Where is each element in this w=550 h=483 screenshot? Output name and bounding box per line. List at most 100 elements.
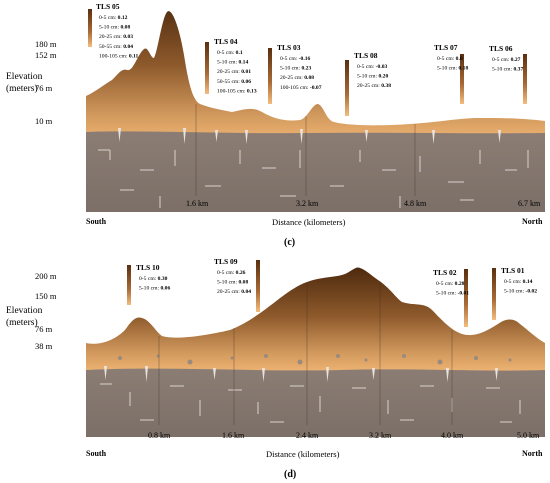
depth-value: 0.38 bbox=[381, 83, 391, 89]
site-title-tls02: TLS 02 bbox=[433, 268, 457, 277]
site-row-tls05: 5-10 cm: 0.08 bbox=[99, 25, 130, 31]
depth-label: 5-10 cm: bbox=[492, 67, 513, 73]
site-row-tls08: 20-25 cm: 0.38 bbox=[357, 83, 391, 89]
site-row-tls04: 20-25 cm: 0.01 bbox=[217, 69, 251, 75]
x-tick-2-c: 3.2 km bbox=[296, 199, 319, 208]
site-marker-tls03 bbox=[268, 48, 272, 104]
y-tick-150-d: 150 m bbox=[35, 291, 57, 301]
site-marker-tls01 bbox=[492, 268, 496, 320]
x-tick-4-d: 3.2 km bbox=[369, 431, 392, 440]
depth-label: 0-5 cm: bbox=[217, 50, 236, 56]
depth-label: 5-10 cm: bbox=[99, 25, 120, 31]
depth-label: 20-25 cm: bbox=[99, 34, 123, 40]
y-axis-label-line2-d: (meters) bbox=[6, 317, 38, 328]
site-row-tls08: 0-5 cm: -0.03 bbox=[357, 64, 388, 70]
grid-lines-c bbox=[195, 104, 416, 196]
x-tick-6-d: 5.0 km bbox=[517, 431, 540, 440]
depth-label: 5-10 cm: bbox=[217, 280, 238, 286]
rock-cracks-d bbox=[100, 383, 521, 423]
depth-value: -0.03 bbox=[376, 64, 388, 70]
north-label-d: North bbox=[522, 449, 543, 458]
depth-value: 0.26 bbox=[236, 270, 246, 276]
rock-cracks-c bbox=[98, 149, 529, 208]
depth-label: 20-25 cm: bbox=[217, 69, 241, 75]
depth-label: 5-10 cm: bbox=[437, 66, 458, 72]
depth-label: 0-5 cm: bbox=[437, 56, 456, 62]
depth-value: 0.20 bbox=[378, 74, 388, 80]
site-marker-tls06 bbox=[523, 54, 527, 104]
y-tick-200-d: 200 m bbox=[35, 271, 57, 281]
depth-value: -0.07 bbox=[310, 85, 322, 91]
site-title-tls10: TLS 10 bbox=[136, 263, 160, 272]
depth-label: 100-105 cm: bbox=[99, 53, 129, 59]
site-labels-d: TLS 10 0-5 cm: 0.30 5-10 cm: 0.06 TLS 09 0-5… bbox=[136, 257, 537, 297]
site-row-tls06: 0-5 cm: 0.27 bbox=[492, 57, 521, 63]
site-row-tls03: 100-105 cm: -0.07 bbox=[280, 85, 322, 91]
y-tick-76-d: 76 m bbox=[35, 324, 53, 334]
depth-label: 50-55 cm: bbox=[217, 79, 241, 85]
depth-value: 0.27 bbox=[511, 57, 521, 63]
depth-value: 0.12 bbox=[118, 15, 128, 21]
depth-value: 0.01 bbox=[241, 69, 251, 75]
site-row-tls03: 5-10 cm: 0.23 bbox=[280, 66, 311, 72]
depth-label: 5-10 cm: bbox=[217, 60, 238, 66]
depth-value: 0.1 bbox=[236, 50, 243, 56]
depth-value: -0.16 bbox=[299, 56, 311, 62]
caption-c: (c) bbox=[284, 237, 295, 248]
site-row-tls01: 5-10 cm: -0.02 bbox=[504, 289, 537, 295]
site-row-tls10: 0-5 cm: 0.30 bbox=[139, 276, 168, 282]
site-row-tls01: 0-5 cm: 0.14 bbox=[504, 279, 533, 285]
grid-lines-d bbox=[158, 282, 453, 425]
depth-label: 0-5 cm: bbox=[504, 279, 523, 285]
depth-label: 0-5 cm: bbox=[492, 57, 511, 63]
y-axis-label-line1-c: Elevation bbox=[6, 72, 43, 82]
depth-value: 0.13 bbox=[247, 88, 257, 94]
depth-value: 0.28 bbox=[455, 281, 465, 287]
soil-layer-c bbox=[86, 11, 545, 147]
caption-d: (d) bbox=[284, 469, 296, 480]
site-row-tls02: 5-10 cm: -0.01 bbox=[436, 291, 469, 297]
depth-label: 0-5 cm: bbox=[280, 56, 299, 62]
site-title-tls04: TLS 04 bbox=[214, 37, 238, 46]
depth-value: 0.04 bbox=[241, 289, 251, 295]
x-tick-5-d: 4.0 km bbox=[441, 431, 464, 440]
depth-label: 0-5 cm: bbox=[357, 64, 376, 70]
panel-d-text: Elevation (meters) 200 m 150 m 76 m 38 m… bbox=[6, 257, 543, 480]
soil-layer-d bbox=[86, 267, 545, 376]
depth-value: 0.23 bbox=[301, 66, 311, 72]
y-tick-10-c: 10 m bbox=[35, 116, 53, 126]
depth-value: 0.14 bbox=[238, 60, 248, 66]
site-row-tls02: 0-5 cm: 0.28 bbox=[436, 281, 465, 287]
depth-value: 0.18 bbox=[458, 66, 468, 72]
x-tick-4-c: 6.7 km bbox=[518, 199, 541, 208]
depth-value: 0.11 bbox=[129, 53, 139, 59]
site-title-tls05: TLS 05 bbox=[96, 2, 120, 11]
site-title-tls07: TLS 07 bbox=[434, 43, 458, 52]
site-row-tls04: 0-5 cm: 0.1 bbox=[217, 50, 243, 56]
site-row-tls10: 5-10 cm: 0.06 bbox=[139, 286, 170, 292]
y-tick-38-d: 38 m bbox=[35, 341, 53, 351]
depth-label: 20-25 cm: bbox=[280, 75, 304, 81]
rock-layer-c bbox=[86, 131, 545, 212]
site-row-tls07: 0-5 cm: 0.0 bbox=[437, 56, 463, 62]
site-title-tls06: TLS 06 bbox=[489, 44, 513, 53]
site-row-tls05: 50-55 cm: 0.04 bbox=[99, 44, 133, 50]
site-title-tls03: TLS 03 bbox=[277, 43, 301, 52]
site-row-tls03: 20-25 cm: 0.08 bbox=[280, 75, 314, 81]
x-tick-3-d: 2.4 km bbox=[296, 431, 319, 440]
depth-value: 0.03 bbox=[123, 34, 133, 40]
depth-value: 0.06 bbox=[241, 79, 251, 85]
depth-value: 0.06 bbox=[160, 286, 170, 292]
depth-value: 0.04 bbox=[123, 44, 133, 50]
north-label-c: North bbox=[522, 217, 543, 226]
y-tick-152-c: 152 m bbox=[35, 50, 57, 60]
site-row-tls03: 0-5 cm: -0.16 bbox=[280, 56, 311, 62]
depth-label: 5-10 cm: bbox=[436, 291, 457, 297]
depth-value: 0.37 bbox=[513, 67, 523, 73]
site-row-tls06: 5-10 cm: 0.37 bbox=[492, 67, 523, 73]
depth-value: 0.08 bbox=[304, 75, 314, 81]
x-axis-label-c: Distance (kilometers) bbox=[272, 217, 346, 227]
terrain-c bbox=[86, 11, 545, 212]
